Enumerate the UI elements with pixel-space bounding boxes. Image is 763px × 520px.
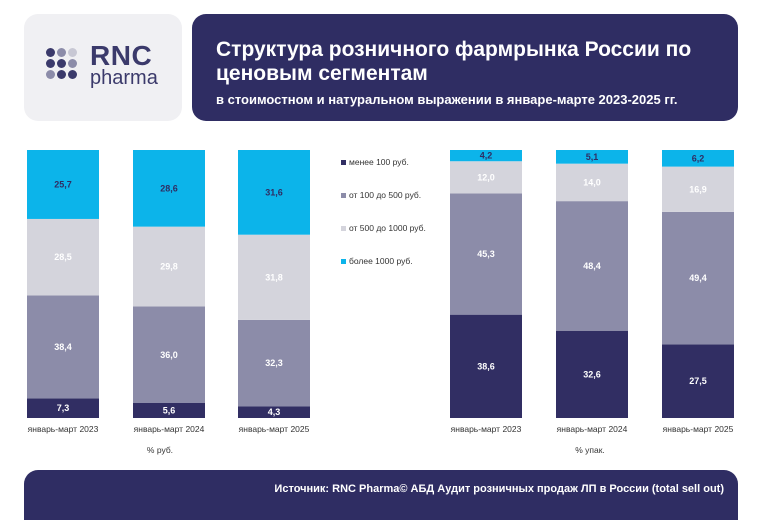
- data-label: 48,4: [583, 261, 601, 271]
- category-label: январь-март 2025: [663, 424, 734, 434]
- header-panel: Структура розничного фармрынка России по…: [192, 14, 738, 121]
- source-note: Источник: RNC Pharma© АБД Аудит розничны…: [274, 483, 724, 495]
- legend-swatch: [341, 193, 346, 198]
- legend-entry: менее 100 руб.: [349, 157, 409, 167]
- data-label: 32,3: [265, 358, 283, 368]
- logo-wordmark: RNC pharma: [90, 40, 158, 89]
- logo-line2: pharma: [90, 67, 158, 89]
- bar-segment: [27, 218, 99, 296]
- category-label: январь-март 2024: [134, 424, 205, 434]
- data-label: 36,0: [160, 350, 178, 360]
- bar-segment: [450, 150, 522, 162]
- data-label: 14,0: [583, 177, 601, 187]
- bar-segment: [556, 201, 628, 331]
- bar-segment: [662, 166, 734, 212]
- bar-segment: [662, 344, 734, 418]
- bar-segment: [662, 211, 734, 345]
- data-label: 31,8: [265, 272, 283, 282]
- legend-entry: более 1000 руб.: [349, 256, 413, 266]
- footer-panel: Источник: RNC Pharma© АБД Аудит розничны…: [24, 470, 738, 520]
- bar-segment: [27, 150, 99, 219]
- stacked-bar-charts: 7,3 38,4 28,5 25,7 январь-март 2023 5,6 36,0 29…: [27, 150, 734, 455]
- bar-segment: [556, 330, 628, 418]
- data-label: 28,6: [160, 183, 178, 193]
- category-label: январь-март 2024: [557, 424, 628, 434]
- data-label: 49,4: [689, 273, 707, 283]
- bar-segment: [238, 150, 310, 235]
- bar-segment: [238, 234, 310, 320]
- bar-segment: [662, 150, 734, 167]
- data-label: 38,4: [54, 342, 72, 352]
- data-label: 32,6: [583, 369, 601, 379]
- data-label: 29,8: [160, 262, 178, 272]
- data-label: 4,3: [268, 407, 281, 417]
- data-label: 5,6: [163, 405, 176, 415]
- logo-panel: RNC pharma: [24, 14, 182, 121]
- data-label: 5,1: [586, 152, 599, 162]
- legend-swatch: [341, 160, 346, 165]
- category-label: январь-март 2023: [451, 424, 522, 434]
- data-label: 31,6: [265, 187, 283, 197]
- data-label: 45,3: [477, 249, 495, 259]
- bar-segment: [556, 163, 628, 202]
- bar-segment: [450, 193, 522, 315]
- data-label: 12,0: [477, 172, 495, 182]
- category-label: январь-март 2025: [239, 424, 310, 434]
- data-label: 25,7: [54, 179, 72, 189]
- x-axis-label: % упак.: [575, 445, 605, 455]
- bar-segment: [450, 314, 522, 418]
- legend-entry: от 100 до 500 руб.: [349, 190, 421, 200]
- data-label: 16,9: [689, 184, 707, 194]
- bar-segment: [27, 398, 99, 418]
- data-label: 4,2: [480, 151, 493, 161]
- logo-dots-icon: [46, 48, 86, 88]
- bar-segment: [133, 150, 205, 227]
- bar-segment: [133, 306, 205, 403]
- bar-segment: [27, 295, 99, 399]
- bar-segment: [556, 150, 628, 164]
- legend-swatch: [341, 259, 346, 264]
- data-label: 27,5: [689, 376, 707, 386]
- logo-line1: RNC: [90, 40, 153, 71]
- legend-swatch: [341, 226, 346, 231]
- data-label: 7,3: [57, 403, 70, 413]
- x-axis-label: % руб.: [147, 445, 173, 455]
- page-title: Структура розничного фармрынка России по…: [216, 38, 692, 85]
- data-label: 38,6: [477, 361, 495, 371]
- bar-segment: [238, 406, 310, 418]
- bar-segment: [133, 226, 205, 307]
- data-label: 6,2: [692, 153, 705, 163]
- bar-segment: [133, 402, 205, 418]
- legend-entry: от 500 до 1000 руб.: [349, 223, 426, 233]
- data-label: 28,5: [54, 252, 72, 262]
- bar-segment: [450, 161, 522, 194]
- bar-segment: [238, 319, 310, 407]
- category-label: январь-март 2023: [28, 424, 99, 434]
- page-subtitle: в стоимостном и натуральном выражении в …: [216, 92, 678, 107]
